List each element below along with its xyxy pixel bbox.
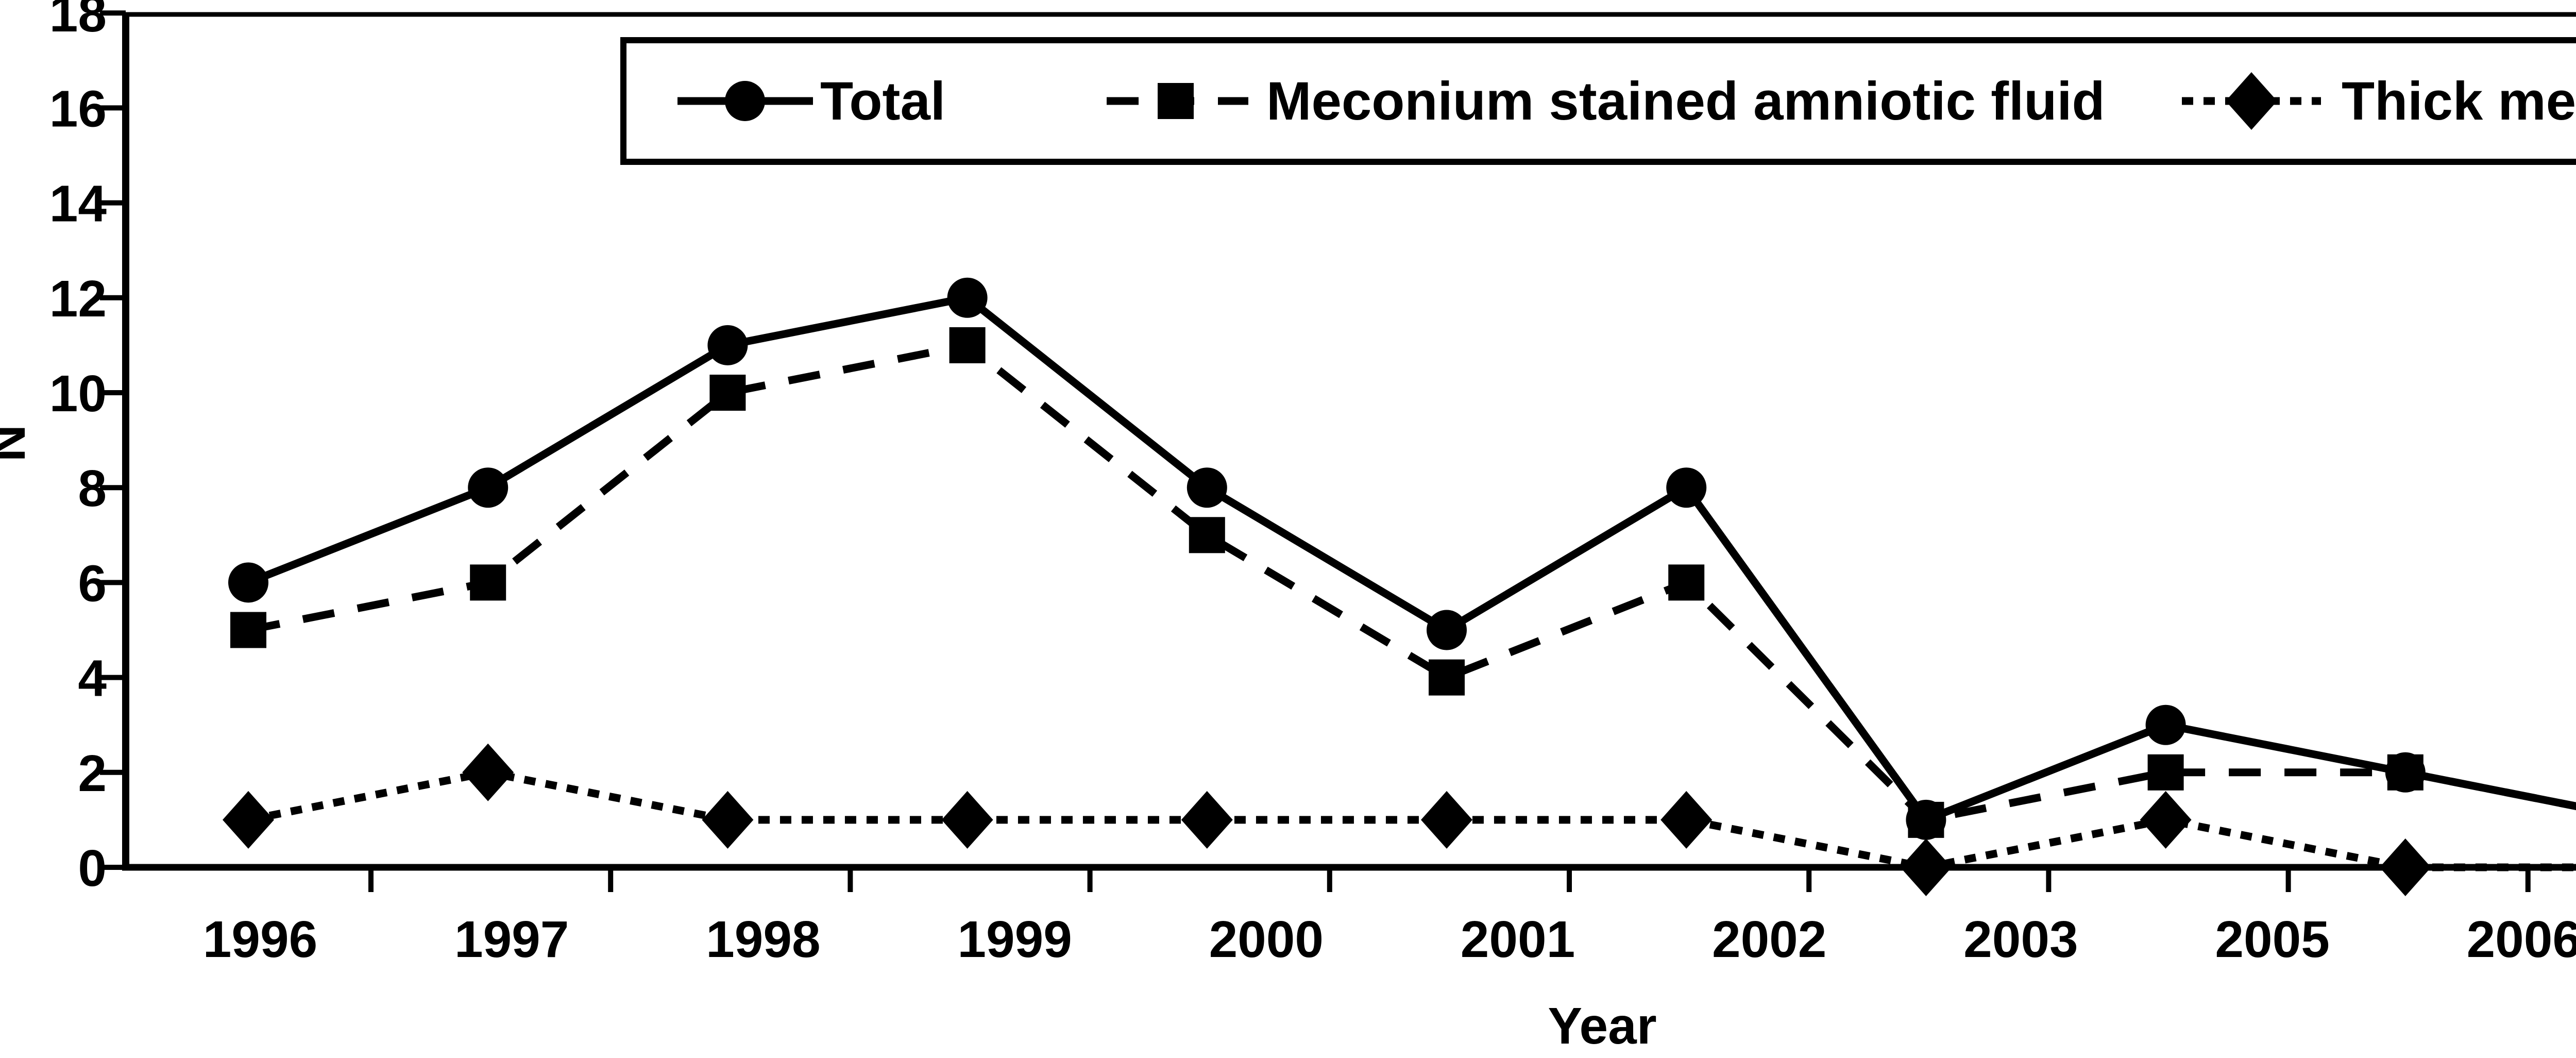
square-marker	[1429, 659, 1465, 696]
series-circle	[228, 277, 2576, 840]
series-line-dashed	[247, 341, 2576, 825]
circle-marker	[1427, 610, 1467, 650]
diamond-marker	[1421, 791, 1472, 849]
diamond-marker	[1181, 791, 1233, 849]
diamond-marker	[462, 743, 514, 801]
x-tick-label: 1996	[203, 911, 317, 968]
x-tick-label: 1999	[957, 911, 1072, 968]
square-marker	[2147, 754, 2184, 791]
x-tick-label: 2002	[1712, 911, 1826, 968]
diamond-marker	[1900, 838, 1952, 896]
data-series	[223, 277, 2576, 896]
circle-marker	[2145, 704, 2186, 745]
y-tick-label: 18	[49, 0, 107, 43]
legend-label: Meconium stained amniotic fluid	[1266, 71, 2105, 131]
y-axis-title: N	[0, 425, 36, 462]
plot-frame	[122, 12, 2576, 871]
circle-marker	[228, 562, 268, 603]
y-tick-label: 14	[49, 175, 107, 233]
legend-label: Thick meconium	[2342, 71, 2576, 131]
diamond-marker	[2140, 791, 2192, 849]
diamond-marker	[2379, 838, 2431, 896]
series-line-dotted	[247, 768, 2576, 871]
y-tick-label: 4	[78, 650, 107, 708]
square-marker	[949, 327, 986, 363]
x-tick-label: 2000	[1209, 911, 1324, 968]
x-tick-label: 2003	[1963, 911, 2078, 968]
axis-titles: N Year	[0, 425, 1657, 1055]
diamond-marker	[941, 791, 993, 849]
y-tick-label: 2	[78, 745, 107, 802]
series-square	[230, 327, 2576, 838]
y-tick-label: 0	[78, 839, 107, 897]
legend: Total Meconium stained amniotic fluid Thic…	[620, 37, 2576, 165]
legend-item: Total	[677, 71, 945, 131]
square-marker	[1668, 564, 1705, 601]
x-tick-label: 2005	[2215, 911, 2329, 968]
axis-ticks: 0 2 4 6 8 10 12 14 16 18 1996 1997 1998 1999 2000 2001 2…	[49, 0, 2576, 968]
legend-square-icon	[1158, 83, 1194, 119]
y-tick-label: 10	[49, 365, 107, 423]
legend-box	[620, 37, 2576, 165]
circle-marker	[707, 325, 748, 365]
circle-marker	[468, 467, 509, 508]
circle-marker	[1666, 467, 1707, 508]
square-marker	[2387, 754, 2424, 791]
square-marker	[1908, 801, 1944, 838]
series-line-solid	[247, 293, 2576, 825]
legend-label: Total	[820, 71, 945, 131]
y-tick-label: 8	[78, 460, 107, 517]
diamond-marker	[223, 791, 274, 849]
x-tick-label: 1997	[454, 911, 569, 968]
y-tick-label: 16	[49, 80, 107, 138]
series-diamond	[223, 743, 2576, 896]
legend-item: Thick meconium	[2182, 71, 2576, 131]
y-tick-label: 6	[78, 555, 107, 612]
square-marker	[230, 612, 266, 648]
square-marker	[1189, 517, 1225, 553]
x-tick-label: 1998	[706, 911, 820, 968]
x-tick-label: 2006	[2467, 911, 2576, 968]
legend-diamond-icon	[2226, 72, 2277, 130]
legend-item: Meconium stained amniotic fluid	[1107, 71, 2105, 131]
diamond-marker	[1660, 791, 1713, 849]
square-marker	[470, 564, 506, 601]
legend-circle-icon	[725, 81, 765, 121]
y-tick-label: 12	[49, 270, 107, 328]
x-axis-title: Year	[1548, 997, 1656, 1055]
circle-marker	[1187, 467, 1227, 508]
circle-marker	[947, 277, 988, 318]
square-marker	[709, 375, 746, 411]
x-tick-label: 2001	[1461, 911, 1575, 968]
diamond-marker	[702, 791, 754, 849]
